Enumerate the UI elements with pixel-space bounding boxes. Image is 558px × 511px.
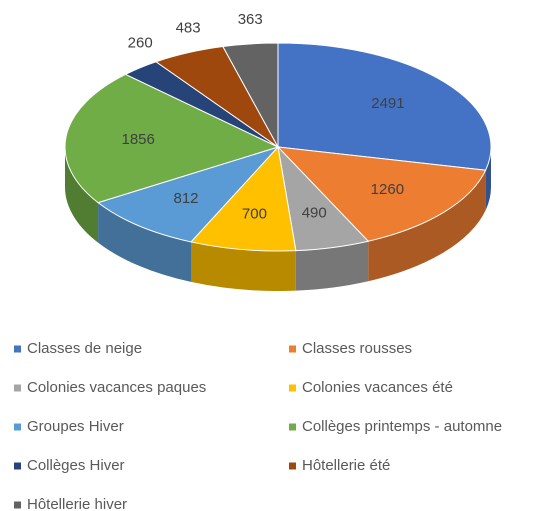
slice-side (191, 241, 296, 291)
legend-swatch (289, 423, 296, 431)
legend-label: Colonies vacances été (302, 379, 453, 396)
legend-label: Collèges printemps - automne (302, 418, 502, 435)
legend-label: Groupes Hiver (27, 418, 124, 435)
value-label: 812 (173, 190, 198, 207)
slice-side (295, 241, 369, 291)
legend-label: Classes de neige (27, 340, 142, 357)
slice (190, 145, 297, 252)
slice (96, 145, 280, 243)
value-label: 2491 (371, 95, 404, 112)
legend-label: Colonies vacances paques (27, 379, 206, 396)
legend-swatch (14, 423, 21, 431)
legend-swatch (14, 501, 21, 509)
slice-side (65, 147, 99, 243)
legend-label: Classes rousses (302, 340, 412, 357)
slice (277, 42, 492, 171)
slice-side (368, 170, 486, 282)
legend-label: Hôtellerie hiver (27, 496, 127, 511)
legend-swatch (14, 345, 21, 353)
legend-swatch (14, 462, 21, 470)
value-label: 700 (242, 206, 267, 223)
legend-swatch (289, 462, 296, 470)
value-label: 1856 (121, 131, 154, 148)
legend-label: Hôtellerie été (302, 457, 390, 474)
slice (64, 73, 280, 204)
legend-swatch (289, 384, 296, 392)
value-label: 260 (128, 35, 153, 52)
value-label: 490 (302, 204, 327, 221)
value-label: 1260 (371, 181, 404, 198)
value-label: 363 (238, 11, 263, 28)
value-label: 483 (176, 20, 201, 37)
legend-label: Collèges Hiver (27, 457, 125, 474)
legend-swatch (289, 345, 296, 353)
slice-side (485, 147, 491, 211)
slice (276, 146, 487, 242)
slice-side (98, 202, 192, 282)
slice (222, 42, 279, 148)
legend-swatch (14, 384, 21, 392)
